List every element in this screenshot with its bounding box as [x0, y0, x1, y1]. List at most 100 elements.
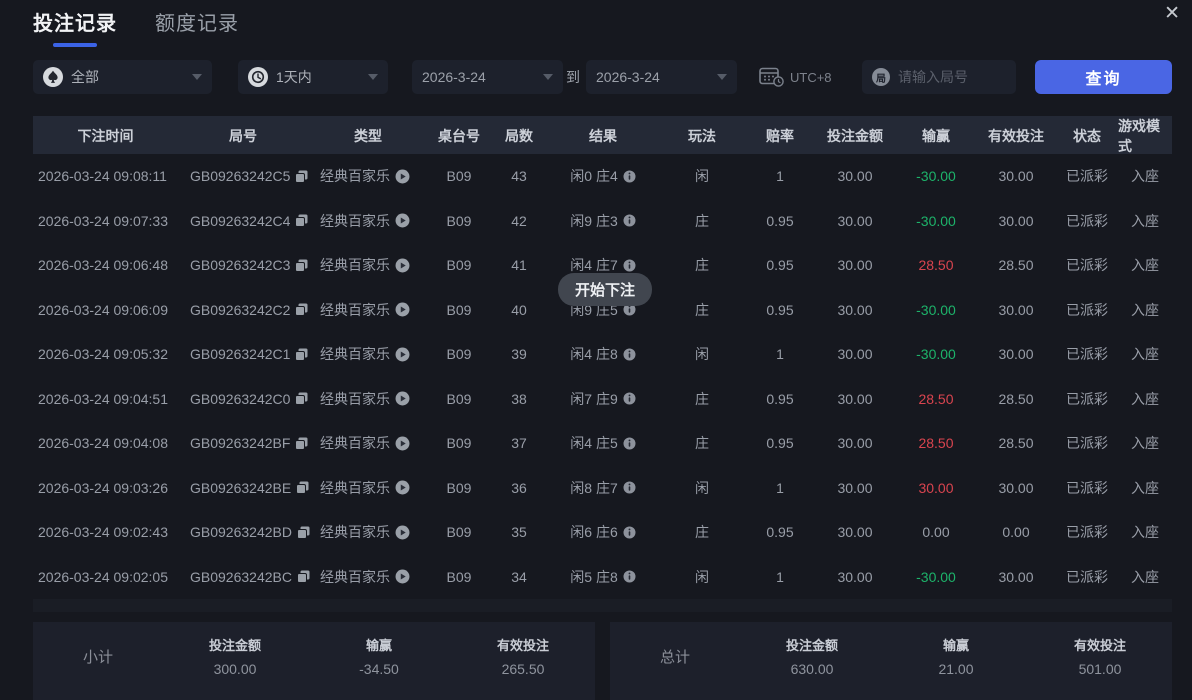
active-tab-underline: [53, 43, 97, 47]
round-no: 35: [511, 524, 527, 541]
win-loss: -30.00: [916, 346, 956, 363]
game-type-dropdown[interactable]: 全部: [33, 60, 212, 94]
calendar-timezone-icon[interactable]: [759, 60, 784, 94]
info-icon[interactable]: [623, 437, 636, 450]
status: 已派彩: [1066, 257, 1108, 274]
copy-icon[interactable]: [295, 214, 308, 228]
bet-time: 2026-03-24 09:02:05: [38, 568, 168, 585]
info-icon[interactable]: [623, 214, 636, 227]
play-icon[interactable]: [395, 347, 410, 362]
subtotal-bet-amount: 投注金额 300.00: [208, 638, 261, 677]
copy-icon[interactable]: [295, 392, 308, 406]
info-icon[interactable]: [623, 570, 636, 583]
play-icon[interactable]: [395, 302, 410, 317]
play-icon[interactable]: [395, 569, 410, 584]
copy-icon[interactable]: [295, 437, 308, 450]
status: 已派彩: [1066, 168, 1108, 185]
round-result: 闲5 庄8: [548, 555, 658, 600]
copy-icon[interactable]: [296, 570, 310, 584]
win-loss: 30.00: [918, 479, 954, 496]
copy-icon[interactable]: [295, 170, 308, 183]
column-header: 类型: [354, 128, 382, 144]
round-id: GB09263242BC: [178, 555, 310, 600]
copy-icon[interactable]: [295, 348, 308, 361]
copy-icon[interactable]: [295, 303, 308, 317]
status: 已派彩: [1066, 301, 1108, 318]
win-loss: -30.00: [916, 212, 956, 229]
play-icon[interactable]: [395, 391, 410, 406]
total-panel: 总计 投注金额 630.00 输赢 21.00 有效投注 501.00: [610, 622, 1172, 700]
bet-amount: 30.00: [837, 257, 873, 274]
info-icon[interactable]: [623, 481, 636, 494]
chevron-down-icon: [192, 74, 202, 80]
column-header: 桌台号: [438, 128, 480, 144]
column-header: 玩法: [688, 128, 716, 144]
round-no: 39: [511, 346, 527, 363]
info-icon[interactable]: [623, 348, 636, 361]
round-no: 38: [511, 390, 527, 407]
info-icon[interactable]: [623, 170, 636, 183]
time-range-dropdown[interactable]: 1天内: [238, 60, 388, 94]
close-icon[interactable]: ✕: [1164, 3, 1180, 24]
game-mode: 入座: [1131, 168, 1159, 185]
info-icon[interactable]: [623, 303, 636, 316]
date-to-label: 到: [566, 69, 580, 85]
filter-bar: 全部 1天内 2026-3-24 到 2026-3-24 UTC+8 局 请输入…: [33, 60, 1172, 94]
round-id: GB09263242BD: [178, 510, 310, 555]
play-icon[interactable]: [395, 258, 410, 273]
column-header: 赔率: [766, 128, 794, 144]
win-loss: -30.00: [916, 168, 956, 185]
play-icon[interactable]: [395, 436, 410, 451]
round-number-input[interactable]: 局 请输入局号: [862, 60, 1016, 94]
time-range-value: 1天内: [276, 69, 312, 85]
bet-amount: 30.00: [837, 568, 873, 585]
valid-bet: 30.00: [998, 168, 1034, 185]
game-mode: 入座: [1131, 301, 1159, 318]
bet-time: 2026-03-24 09:07:33: [38, 212, 168, 229]
table-row: 2026-03-24 09:03:26 GB09263242BE 经典百家乐 B09 3…: [33, 466, 1172, 511]
copy-icon[interactable]: [296, 526, 310, 539]
tab-bet-records[interactable]: 投注记录: [33, 7, 117, 47]
round-id: GB09263242C0: [178, 377, 308, 422]
status: 已派彩: [1066, 390, 1108, 407]
bet-amount: 30.00: [837, 346, 873, 363]
game-mode: 入座: [1131, 346, 1159, 363]
odds: 0.95: [766, 301, 794, 318]
subtotal-valid-bet: 有效投注 265.50: [496, 638, 549, 677]
copy-icon[interactable]: [296, 481, 309, 495]
valid-bet: 30.00: [998, 212, 1034, 229]
query-button[interactable]: 查询: [1035, 60, 1172, 94]
info-icon[interactable]: [623, 259, 636, 272]
status: 已派彩: [1066, 568, 1108, 585]
round-no: 42: [511, 212, 527, 229]
bet-amount: 30.00: [837, 435, 873, 452]
table-no: B09: [446, 168, 472, 185]
bet-time: 2026-03-24 09:02:43: [38, 524, 168, 541]
round-result: 闲6 庄6: [548, 510, 658, 555]
play-icon[interactable]: [395, 169, 410, 184]
info-icon[interactable]: [623, 526, 636, 539]
bet-time: 2026-03-24 09:04:08: [38, 435, 168, 452]
tab-bar: 投注记录 额度记录: [33, 7, 239, 47]
column-header: 下注时间: [77, 128, 134, 144]
start-betting-tooltip: 开始下注: [558, 273, 653, 306]
round-input-placeholder: 请输入局号: [898, 69, 968, 85]
odds: 1: [776, 168, 784, 185]
odds: 0.95: [766, 390, 794, 407]
play-icon[interactable]: [395, 213, 410, 228]
chevron-down-icon: [717, 74, 727, 80]
date-to-picker[interactable]: 2026-3-24: [586, 60, 737, 94]
play-icon[interactable]: [395, 480, 410, 495]
play-icon[interactable]: [395, 525, 410, 540]
table-row: 2026-03-24 09:08:11 GB09263242C5 经典百家乐 B09 4…: [33, 154, 1172, 199]
status: 已派彩: [1066, 346, 1108, 363]
round-id: GB09263242C1: [178, 332, 308, 377]
timezone-label: UTC+8: [790, 69, 832, 85]
total-valid-bet: 有效投注 501.00: [1073, 638, 1126, 677]
tab-quota-records[interactable]: 额度记录: [155, 7, 239, 47]
table-row: 2026-03-24 09:02:43 GB09263242BD 经典百家乐 B09 3…: [33, 510, 1172, 555]
date-from-picker[interactable]: 2026-3-24: [412, 60, 563, 94]
info-icon[interactable]: [623, 392, 636, 405]
copy-icon[interactable]: [295, 259, 308, 272]
game-type: 经典百家乐: [308, 288, 428, 333]
